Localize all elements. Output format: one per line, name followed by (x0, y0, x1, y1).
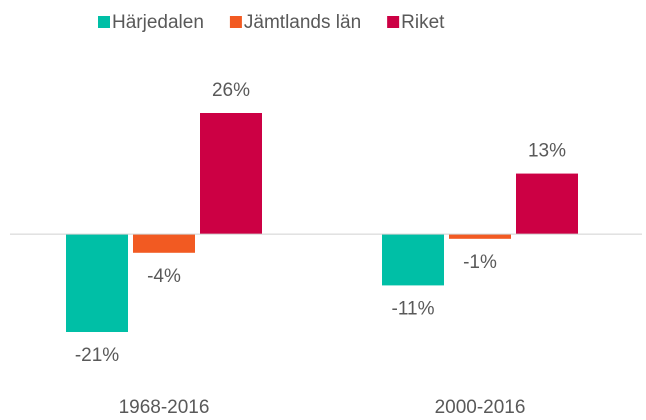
data-label: 26% (212, 80, 250, 101)
legend-swatch (387, 16, 400, 28)
legend-swatch (229, 16, 242, 28)
legend-label: Riket (401, 12, 445, 33)
legend-label: Härjedalen (112, 12, 204, 33)
data-label: -1% (463, 252, 497, 273)
legend-label: Jämtlands län (244, 12, 361, 33)
bar (516, 173, 578, 235)
x-tick-label: 2000-2016 (435, 397, 526, 418)
bar (200, 113, 262, 235)
legend-swatch (98, 16, 110, 28)
data-label: -21% (75, 345, 119, 366)
data-label: -11% (392, 298, 435, 319)
x-tick-label: 1968-2016 (119, 397, 210, 418)
data-label: 13% (528, 141, 566, 162)
bar (449, 234, 511, 239)
bar (382, 234, 444, 286)
bar (66, 234, 128, 332)
data-label: -4% (147, 266, 181, 287)
bar (133, 234, 195, 253)
